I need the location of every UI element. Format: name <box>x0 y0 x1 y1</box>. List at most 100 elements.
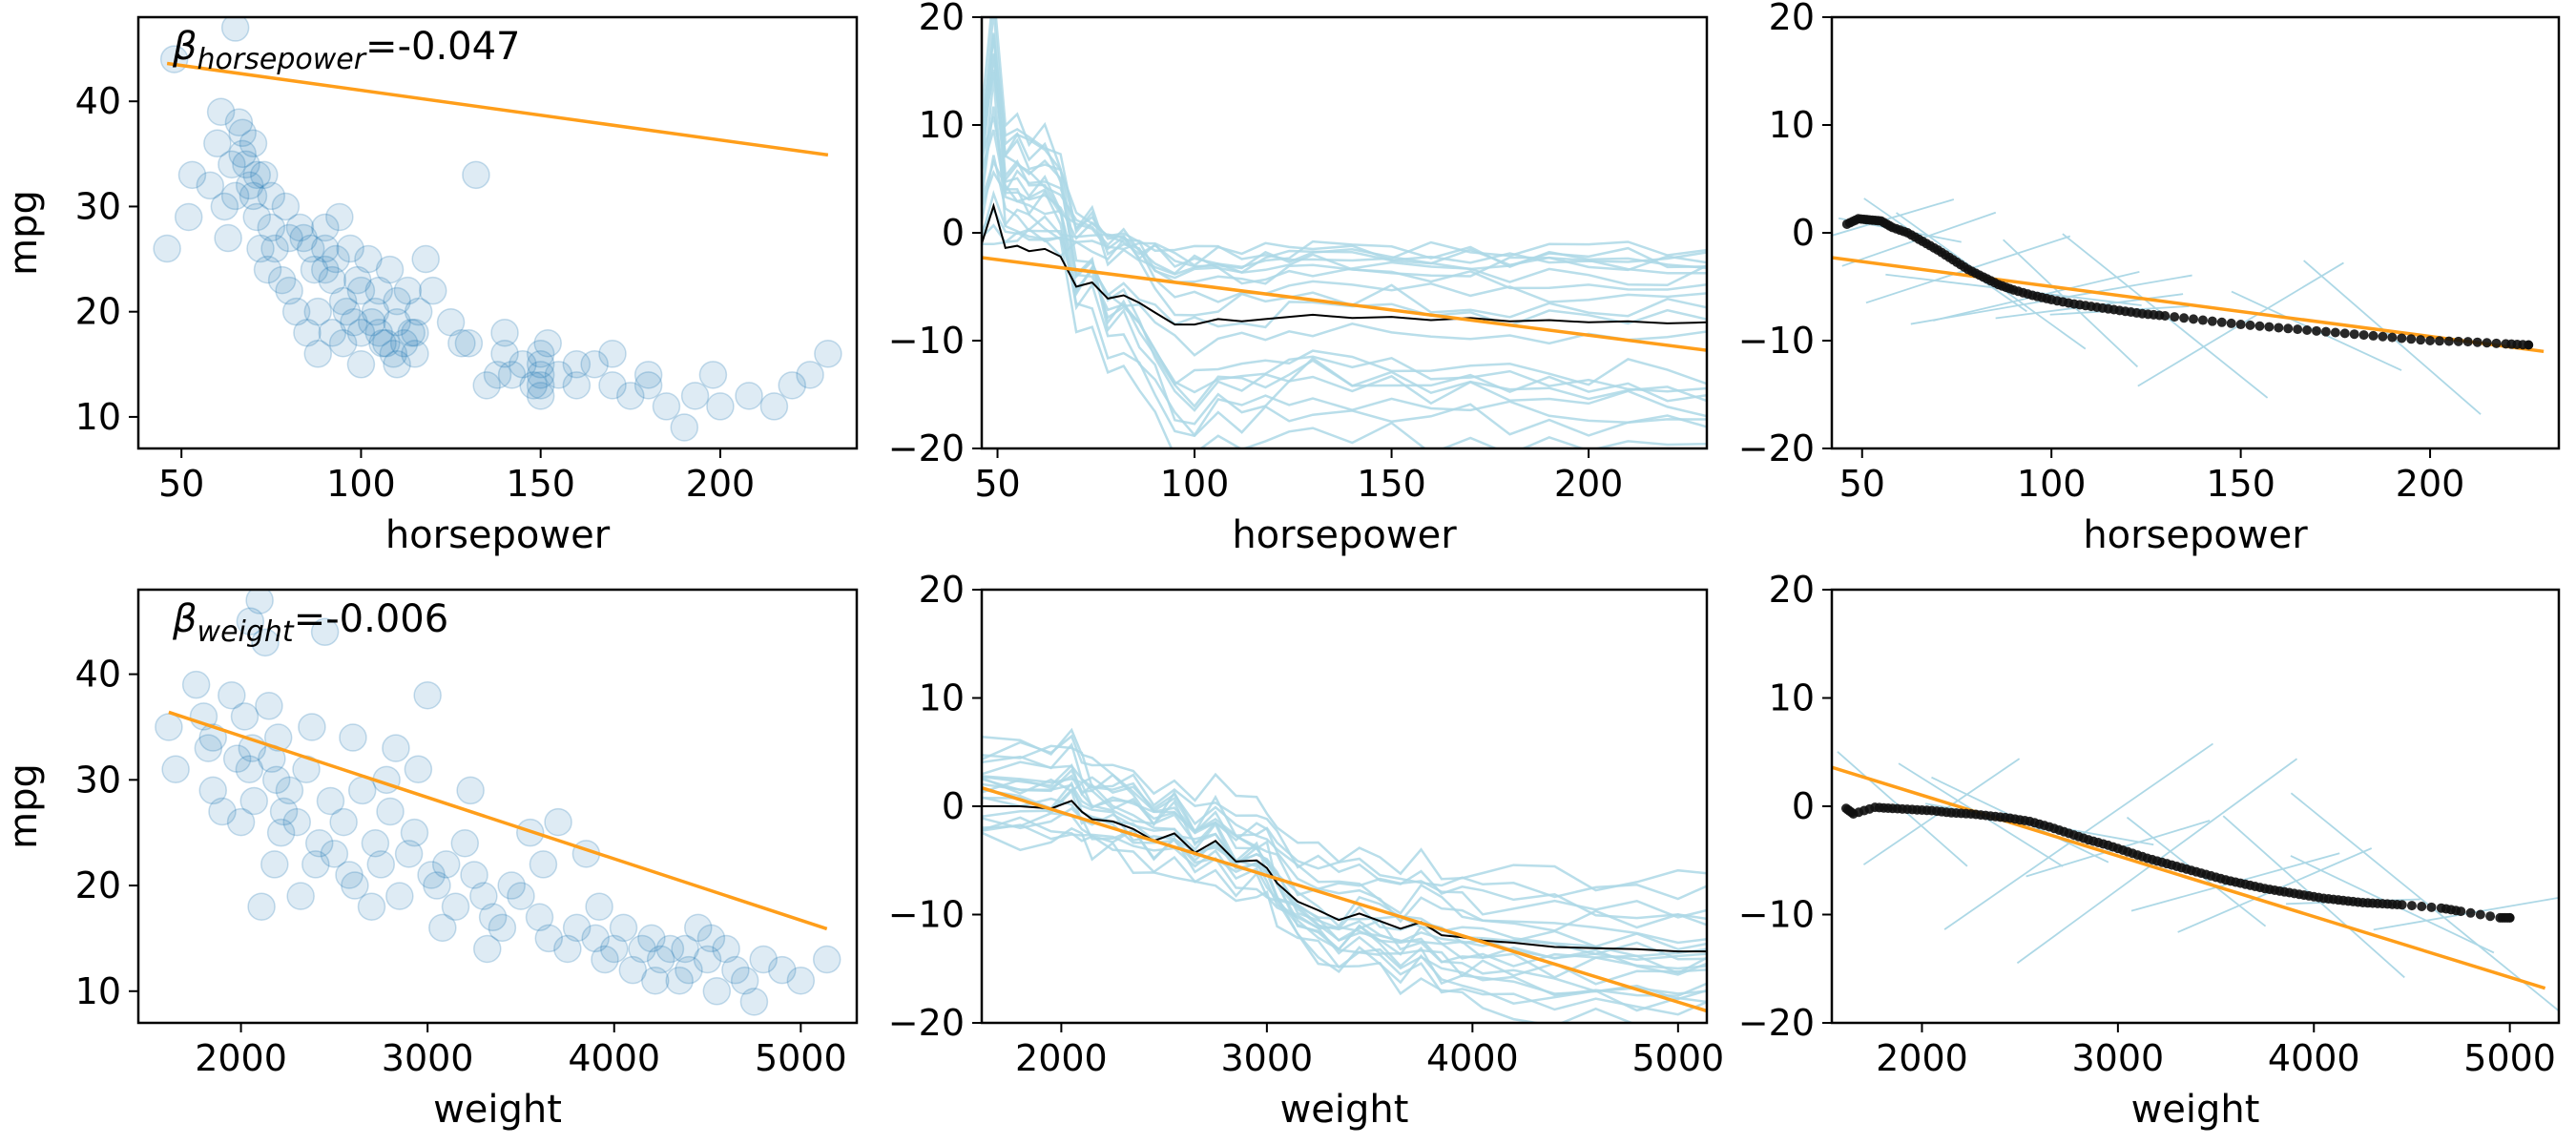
scatter-point <box>250 160 279 190</box>
scatter-point <box>181 670 211 699</box>
x-axis-label: weight <box>1280 1088 1409 1132</box>
scatter-point <box>712 934 740 964</box>
beta-annotation: βhorsepower=-0.047 <box>172 25 521 76</box>
scatter-point <box>210 192 239 221</box>
scatter-point <box>580 350 609 379</box>
scatter-point <box>526 350 555 379</box>
x-axis-label: horsepower <box>1232 513 1457 557</box>
derivative-point <box>2416 335 2426 345</box>
scatter-point <box>311 234 340 263</box>
scatter-point <box>218 150 246 179</box>
scatter-point <box>328 329 358 358</box>
scatter-point <box>194 734 223 762</box>
hp-ice-panel: 50 100 150 200 −20 −10 0 10 20 horsepower <box>888 0 1709 557</box>
plot-area <box>153 17 842 442</box>
scatter-point <box>242 202 271 232</box>
ice-curve <box>982 207 1707 270</box>
scatter-point <box>281 297 311 326</box>
y-tick-label: −10 <box>888 320 965 362</box>
y-tick-label: 20 <box>1769 569 1815 611</box>
scatter-point <box>706 392 735 421</box>
scatter-point <box>562 371 592 400</box>
pdp-line <box>982 800 1707 953</box>
scatter-point <box>228 139 257 169</box>
x-tick-label: 150 <box>1357 463 1426 505</box>
scatter-point <box>393 276 423 305</box>
plot-area <box>1832 742 2559 1012</box>
y-tick-label: 0 <box>1792 212 1815 254</box>
scatter-point <box>749 945 778 974</box>
beta-symbol: β <box>172 597 197 641</box>
y-tick-label: 0 <box>942 785 965 827</box>
scatter-point <box>303 340 332 368</box>
scatter-point <box>526 382 555 410</box>
scatter-point <box>322 244 350 274</box>
scatter-point <box>263 723 293 752</box>
scatter-point <box>261 765 291 795</box>
regression-line <box>982 256 1707 352</box>
scatter-point <box>366 850 396 879</box>
scatter-point <box>340 307 368 337</box>
scatter-point <box>431 850 461 879</box>
scatter-point <box>389 329 419 358</box>
ice-curve <box>982 768 1707 945</box>
derivative-point <box>2283 323 2294 334</box>
scatter-point <box>267 265 297 295</box>
scatter-point <box>251 628 280 657</box>
scatter-point <box>285 213 315 242</box>
y-tick-label: 10 <box>919 104 965 146</box>
y-tick-label: 20 <box>919 569 965 611</box>
scatter-point <box>469 882 498 910</box>
x-tick-label: 150 <box>2206 463 2275 505</box>
x-tick-label: 100 <box>2017 463 2087 505</box>
scatter-point <box>675 955 703 985</box>
scatter-point <box>226 807 256 837</box>
ice-curve <box>982 32 1707 408</box>
scatter-point <box>404 297 433 326</box>
scatter-point <box>253 255 282 284</box>
derivative-point <box>2462 337 2473 347</box>
y-tick-label: −10 <box>1738 320 1815 362</box>
scatter-point <box>336 234 364 263</box>
x-tick-label: 3000 <box>1221 1037 1314 1079</box>
ice-curve <box>982 734 1707 892</box>
derivative-point <box>2235 320 2246 330</box>
scatter-point <box>357 892 386 921</box>
y-tick-label: 0 <box>1792 785 1815 827</box>
scatter-point <box>598 340 627 368</box>
x-tick-label: 2000 <box>1876 1037 1968 1079</box>
scatter-point <box>177 160 207 190</box>
scatter-point <box>490 340 519 368</box>
scatter-point <box>203 129 232 158</box>
scatter-point <box>382 734 410 762</box>
scatter-point <box>255 692 283 720</box>
scatter-point <box>628 934 656 964</box>
y-tick-label: 10 <box>75 396 121 438</box>
y-tick-label: 10 <box>1769 104 1815 146</box>
x-axis-label: horsepower <box>385 513 611 557</box>
ice-curve <box>982 155 1707 357</box>
beta-subscript: weight <box>197 615 295 649</box>
hp-deriv-panel: 50 100 150 200 −20 −10 0 10 20 horsepower <box>1738 0 2561 557</box>
derivative-point <box>2417 901 2427 911</box>
scatter-point <box>460 861 488 889</box>
scatter-point <box>357 307 386 337</box>
scatter-point <box>318 265 347 295</box>
scatter-point <box>239 786 269 816</box>
scatter-point <box>759 392 789 421</box>
scatter-point <box>275 776 304 805</box>
scatter-point <box>436 307 466 337</box>
derivative-point <box>2320 326 2331 337</box>
y-tick-label: 20 <box>919 0 965 38</box>
derivative-point <box>2491 338 2502 348</box>
ice-curve <box>982 823 1707 951</box>
scatter-point <box>768 955 797 985</box>
scatter-point <box>814 340 842 368</box>
scatter-point <box>218 680 246 710</box>
derivative-point <box>2443 336 2454 346</box>
x-tick-label: 4000 <box>2268 1037 2360 1079</box>
scatter-point <box>488 913 517 943</box>
scatter-point <box>665 966 694 995</box>
scatter-point <box>329 807 358 837</box>
scatter-point <box>208 797 237 826</box>
